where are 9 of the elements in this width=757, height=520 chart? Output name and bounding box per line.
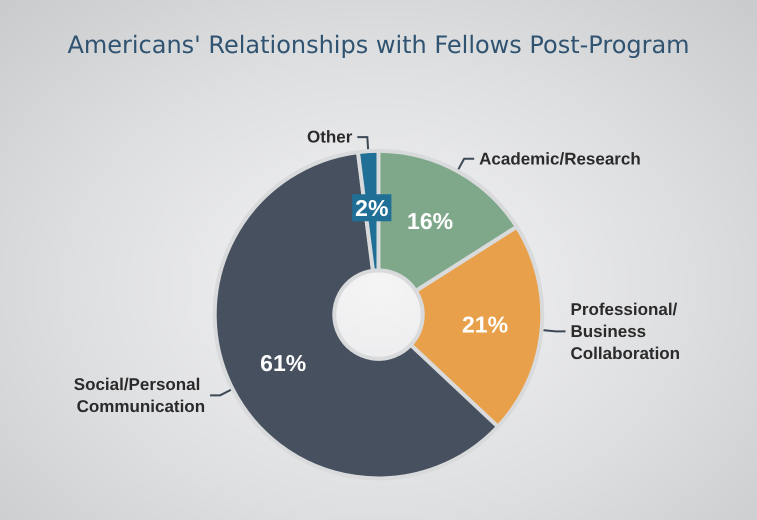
data-label: 21% [462, 312, 508, 338]
data-label: 16% [407, 208, 454, 234]
slice-label: Other [306, 128, 353, 147]
slice-label: Academic/Research [479, 149, 641, 168]
slice-label: Professional/Business Collaboration [570, 300, 680, 363]
data-label: 61% [260, 350, 306, 376]
chart-title: Americans' Relationships with Fellows Post-Program [67, 31, 690, 59]
slice-label: Social/Personal Communication [74, 374, 206, 416]
data-label: 2% [355, 194, 388, 221]
